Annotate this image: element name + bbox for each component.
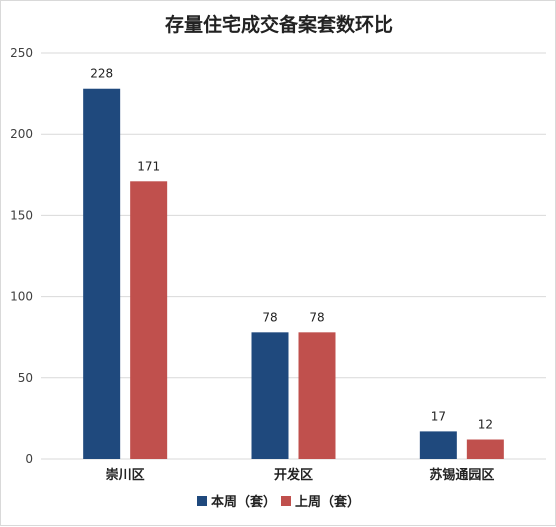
y-tick-label: 50 xyxy=(18,371,33,385)
y-tick-label: 100 xyxy=(10,290,33,304)
gridlines xyxy=(41,52,546,460)
x-axis: 崇川区 开发区 苏锡通园区 xyxy=(106,467,495,483)
data-label: 17 xyxy=(431,409,446,423)
data-label: 12 xyxy=(478,418,493,432)
bar xyxy=(298,332,336,459)
y-tick-label: 150 xyxy=(10,208,33,222)
y-tick-label: 250 xyxy=(10,46,33,60)
chart-title: 存量住宅成交备案套数环比 xyxy=(165,13,393,36)
y-tick-label: 200 xyxy=(10,127,33,141)
x-tick-label: 苏锡通园区 xyxy=(429,467,494,483)
data-label: 228 xyxy=(90,67,113,81)
bar xyxy=(83,88,121,459)
bar xyxy=(419,431,457,459)
bar xyxy=(251,332,289,459)
legend-swatch xyxy=(281,496,291,506)
legend-label: 本周（套） xyxy=(211,494,276,510)
x-tick-label: 开发区 xyxy=(274,467,313,483)
x-tick-label: 崇川区 xyxy=(106,467,145,483)
data-label: 78 xyxy=(262,310,277,324)
data-label: 171 xyxy=(137,159,160,173)
legend-swatch xyxy=(197,496,207,506)
bar xyxy=(130,181,168,459)
legend: 本周（套） 上周（套） xyxy=(197,494,360,510)
data-label: 78 xyxy=(309,310,324,324)
legend-label: 上周（套） xyxy=(295,494,360,510)
bars xyxy=(83,88,504,459)
bar xyxy=(466,439,504,459)
data-labels: 228 171 78 78 17 12 xyxy=(90,67,493,432)
y-axis: 0 50 100 150 200 250 xyxy=(10,46,33,466)
y-tick-label: 0 xyxy=(25,452,33,466)
